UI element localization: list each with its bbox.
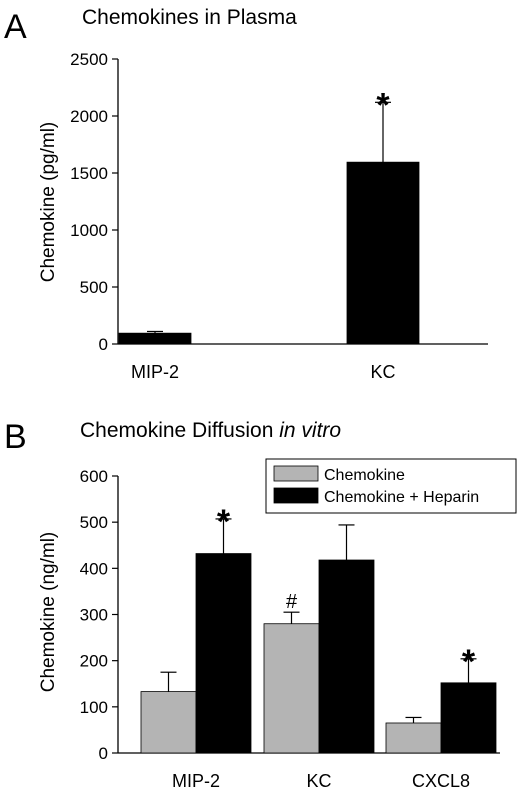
- panel-b-y-tick-label: 600: [80, 467, 108, 486]
- panel-b-legend-swatch: [273, 465, 319, 482]
- panel-a-bar: [118, 332, 192, 345]
- panel-b-significance-marker: *: [217, 503, 231, 541]
- panel-b-legend-label: Chemokine + Heparin: [324, 489, 479, 506]
- panel-b-bar: [318, 559, 375, 754]
- panel-b-x-tick-label: CXCL8: [412, 771, 470, 791]
- panel-b-title-italic: in vitro: [279, 419, 341, 442]
- panel-b-significance-marker: *: [462, 643, 476, 681]
- panel-a-y-tick-label: 1000: [70, 221, 108, 240]
- panel-b-title: Chemokine Diffusion in vitro: [80, 419, 341, 442]
- panel-a-label: A: [4, 8, 27, 46]
- panel-b-y-tick-label: 400: [80, 559, 108, 578]
- panel-b-bar: [385, 722, 442, 754]
- panel-b-bar: [195, 553, 252, 754]
- panel-b-bar: [440, 682, 497, 754]
- panel-a-plot: 0 500 1000 1500 2000 2500 MIP-2 KC *: [70, 50, 488, 382]
- panel-a-y-axis-label: Chemokine (pg/ml): [38, 122, 59, 283]
- panel-b-label: B: [4, 418, 27, 456]
- panel-b-y-tick-label: 200: [80, 652, 108, 671]
- panel-a-y-tick-label: 1500: [70, 164, 108, 183]
- panel-b-bar: [140, 691, 197, 754]
- panel-b-title-main: Chemokine Diffusion: [80, 419, 279, 442]
- panel-b-y-tick-label: 300: [80, 606, 108, 625]
- panel-b-y-axis-label: Chemokine (ng/ml): [38, 532, 59, 693]
- panel-a-y-tick-label: 2000: [70, 107, 108, 126]
- panel-a-significance-marker: *: [376, 86, 390, 124]
- panel-b-y-tick-label: 500: [80, 513, 108, 532]
- panel-a-y-tick-label: 500: [80, 278, 108, 297]
- panel-a-y-tick-label: 0: [99, 335, 108, 354]
- panel-a-bar: [346, 161, 420, 345]
- panel-a-title: Chemokines in Plasma: [82, 6, 297, 29]
- panel-b-plot: 0 100 200 300 400 500 600 MIP-2 * KC # CXCL8 * Chemok…: [80, 458, 517, 791]
- panel-b-x-tick-label: MIP-2: [172, 771, 220, 791]
- panel-b-significance-marker: #: [286, 591, 298, 613]
- panel-b-bar: [263, 623, 320, 754]
- panel-a-x-tick-label: MIP-2: [131, 362, 179, 382]
- panel-b-x-tick-label: KC: [306, 771, 331, 791]
- panel-b-legend-label: Chemokine: [324, 467, 405, 484]
- panel-b-legend-swatch: [273, 487, 319, 504]
- panel-a-y-tick-label: 2500: [70, 50, 108, 69]
- panel-b-y-tick-label: 100: [80, 698, 108, 717]
- panel-b-y-tick-label: 0: [99, 744, 108, 763]
- panel-a-x-tick-label: KC: [370, 362, 395, 382]
